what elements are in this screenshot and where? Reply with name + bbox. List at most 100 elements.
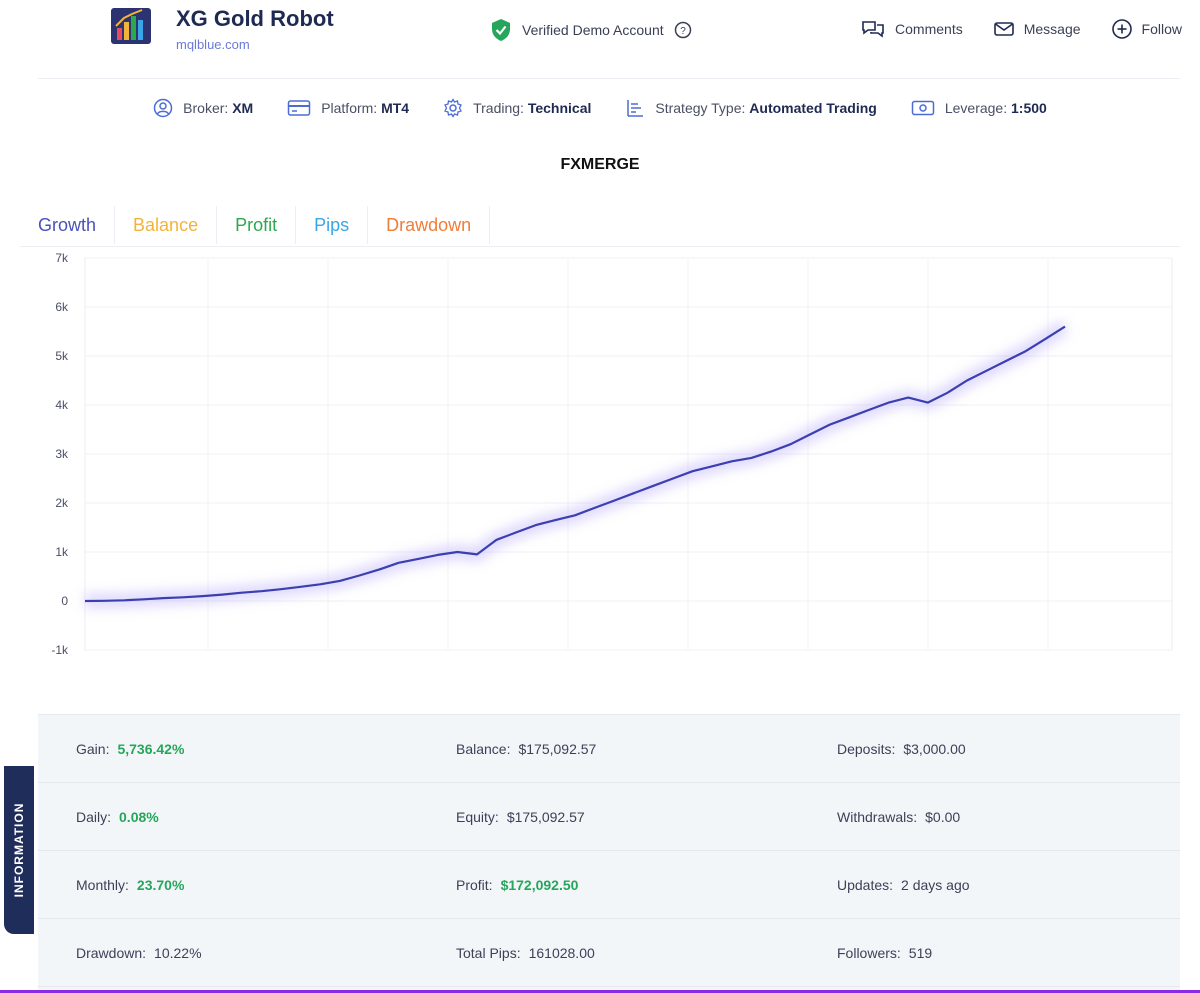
platform-info: Platform: MT4 [287,98,409,118]
information-tab[interactable]: INFORMATION [4,766,34,934]
y-tick-label: 6k [55,300,69,314]
verified-badge: Verified Demo Account ? [490,18,692,42]
info-value: 23.70% [136,877,185,893]
y-tick-label: -1k [51,643,69,657]
svg-text:?: ? [680,26,686,37]
bottom-accent-bar [0,990,1200,993]
follow-button[interactable]: Follow [1111,18,1182,40]
info-value: $0.00 [925,809,961,825]
info-label: Balance: [456,741,511,757]
chart-title: FXMERGE [560,156,640,173]
info-value: 519 [908,945,933,961]
info-cell: Followers: 519 [837,919,932,987]
strategy-label: Strategy Type: [655,100,746,116]
information-tab-label: INFORMATION [12,802,26,898]
y-tick-label: 0 [61,594,68,608]
growth-series-line [84,325,1066,603]
site-link[interactable]: mqlblue.com [176,37,250,52]
trading-info: Trading: Technical [443,98,591,118]
y-tick-label: 5k [55,349,69,363]
info-cell: Total Pips: 161028.00 [456,919,595,987]
leverage-value: 1:500 [1011,100,1047,116]
broker-value: XM [232,100,254,116]
message-button[interactable]: Message [993,18,1081,40]
comments-label: Comments [895,21,963,37]
header: XG Gold Robot mqlblue.com Verified Demo … [0,0,1200,78]
strategy-info: Strategy Type: Automated Trading [625,98,877,118]
y-tick-label: 4k [55,398,69,412]
follow-label: Follow [1141,21,1182,37]
broker-label: Broker: [183,100,229,116]
y-tick-label: 1k [55,545,69,559]
info-label: Followers: [837,945,901,961]
info-label: Drawdown: [76,945,147,961]
info-label: Deposits: [837,741,896,757]
info-cell: Monthly: 23.70% [76,851,184,919]
page-title: XG Gold Robot [176,6,334,31]
user-circle-icon [153,98,173,118]
tab-profit[interactable]: Profit [217,206,297,244]
plus-circle-icon [1111,19,1132,39]
info-label: Daily: [76,809,112,825]
strategy-value: Automated Trading [749,100,877,116]
info-value: 5,736.42% [117,741,185,757]
tab-pips[interactable]: Pips [296,206,369,244]
bar-chart-logo-icon [111,8,151,44]
platform-value: MT4 [381,100,410,116]
comments-icon [862,21,884,38]
trading-label: Trading: [473,100,524,116]
info-cell: Daily: 0.08% [76,783,159,851]
chart-tabs: Growth Balance Profit Pips Drawdown [20,206,491,246]
info-value: $175,092.57 [518,741,597,757]
info-value: 2 days ago [901,877,970,893]
tab-growth[interactable]: Growth [20,206,116,244]
list-icon [627,100,644,117]
info-label: Total Pips: [456,945,521,961]
info-label: Profit: [456,877,493,893]
y-tick-label: 2k [55,496,69,510]
tab-balance[interactable]: Balance [115,206,218,244]
info-label: Updates: [837,877,894,893]
tabs-divider [20,246,1180,247]
info-label: Gain: [76,741,110,757]
header-actions: Comments Message Follow [860,18,1182,40]
info-value: 0.08% [119,809,159,825]
growth-chart: -1k 0 1k 2k 3k 4k 5k 6k 7k [51,251,1173,657]
info-value: $172,092.50 [500,877,579,893]
tab-drawdown[interactable]: Drawdown [368,206,491,244]
info-cell: Updates: 2 days ago [837,851,970,919]
info-cell: Drawdown: 10.22% [76,919,202,987]
info-cell: Deposits: $3,000.00 [837,715,966,783]
information-panel: Gain: 5,736.42% Balance: $175,092.57 Deposit… [38,714,1180,990]
message-icon [993,22,1014,36]
info-cell: Balance: $175,092.57 [456,715,596,783]
message-label: Message [1023,21,1081,37]
broker-info: Broker: XM [153,98,253,118]
leverage-info: Leverage: 1:500 [911,98,1047,118]
shield-check-icon [492,19,510,41]
verified-label: Verified Demo Account [522,22,664,38]
info-label: Withdrawals: [837,809,918,825]
trading-value: Technical [527,100,592,116]
info-cell: Gain: 5,736.42% [76,715,184,783]
platform-label: Platform: [321,100,378,116]
help-icon[interactable]: ? [674,21,692,39]
leverage-label: Leverage: [944,100,1008,116]
money-icon [911,100,935,116]
comments-button[interactable]: Comments [860,18,963,40]
info-cell: Equity: $175,092.57 [456,783,585,851]
account-info-strip: Broker: XM Platform: MT4 Trading: Techni… [0,98,1200,118]
info-row: Gain: 5,736.42% Balance: $175,092.57 Deposit… [38,715,1180,783]
info-value: 161028.00 [528,945,595,961]
y-tick-label: 3k [55,447,69,461]
info-row: Monthly: 23.70% Profit: $172,092.50 Updates:… [38,851,1180,919]
info-row: Drawdown: 10.22% Total Pips: 161028.00 Follo… [38,919,1180,987]
info-value: $175,092.57 [506,809,585,825]
info-cell: Withdrawals: $0.00 [837,783,960,851]
info-row: Daily: 0.08% Equity: $175,092.57 Withdrawals… [38,783,1180,851]
info-value: $3,000.00 [903,741,966,757]
info-cell: Profit: $172,092.50 [456,851,578,919]
header-divider [38,78,1180,79]
info-label: Equity: [456,809,499,825]
y-tick-label: 7k [55,251,69,265]
